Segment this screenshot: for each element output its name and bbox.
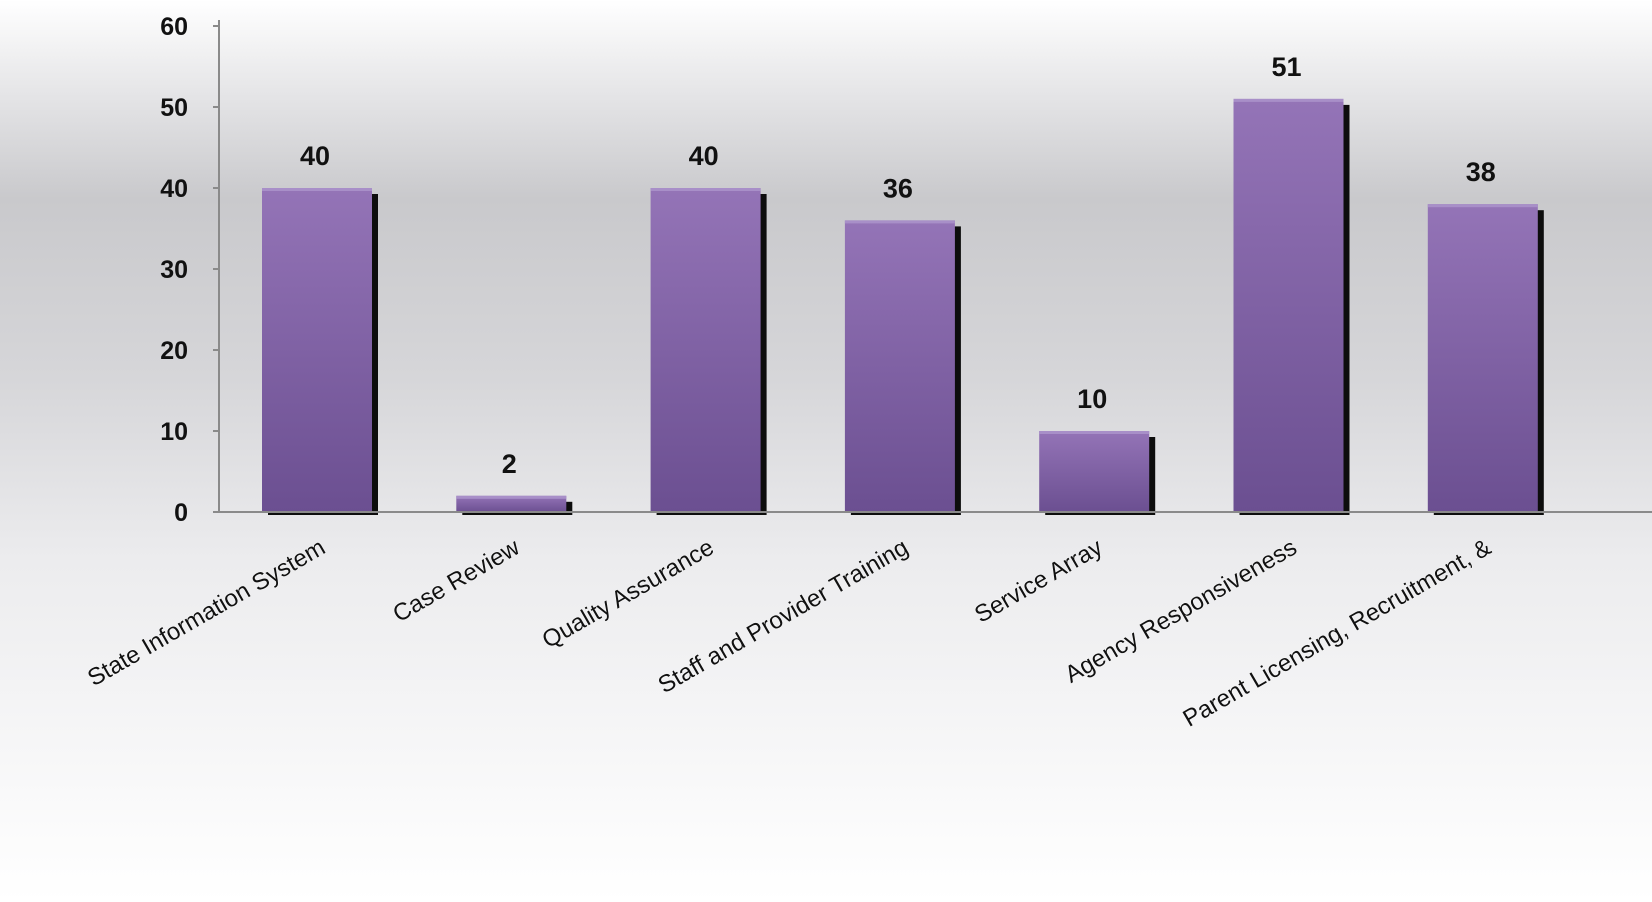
data-label: 40	[300, 141, 330, 171]
bar	[456, 495, 567, 512]
data-label: 38	[1466, 157, 1496, 187]
y-tick-label: 0	[174, 499, 188, 527]
y-tick-label: 60	[160, 13, 188, 41]
data-label: 51	[1271, 52, 1301, 82]
category-label: Case Review	[388, 533, 525, 627]
y-tick-label: 20	[160, 337, 188, 365]
axes	[213, 20, 1652, 513]
category-label: Service Array	[970, 534, 1107, 629]
y-tick-label: 50	[160, 94, 188, 122]
data-label: 40	[689, 141, 719, 171]
bar	[1233, 98, 1344, 513]
y-tick-label: 10	[160, 418, 188, 446]
data-labels: 40 2 40 36 10 51 38	[300, 52, 1496, 479]
bar-highlight	[262, 188, 372, 191]
data-label: 36	[883, 173, 913, 203]
category-label: Parent Licensing, Recruitment, &	[1178, 534, 1495, 733]
y-axis-tick-labels: 0 10 20 30 40 50 60	[160, 13, 188, 527]
data-label: 2	[502, 449, 517, 479]
x-axis-category-labels: State Information System Case Review Quali…	[83, 533, 1496, 733]
bar	[1039, 431, 1150, 512]
bar-highlight	[1427, 204, 1538, 208]
bars	[262, 98, 1538, 513]
y-tick-label: 40	[160, 175, 188, 203]
bar	[262, 188, 372, 512]
bar	[1427, 204, 1538, 512]
bar	[844, 220, 955, 512]
y-tick-label: 30	[160, 256, 188, 284]
category-label: State Information System	[83, 534, 330, 692]
bar-highlight	[844, 220, 955, 224]
bar-highlight	[1039, 431, 1150, 434]
bar	[650, 188, 761, 512]
data-label: 10	[1077, 384, 1107, 414]
category-label: Quality Assurance	[538, 534, 719, 654]
bar-highlight	[456, 495, 567, 499]
bar-highlight	[650, 188, 761, 191]
bar-highlight	[1233, 98, 1344, 102]
